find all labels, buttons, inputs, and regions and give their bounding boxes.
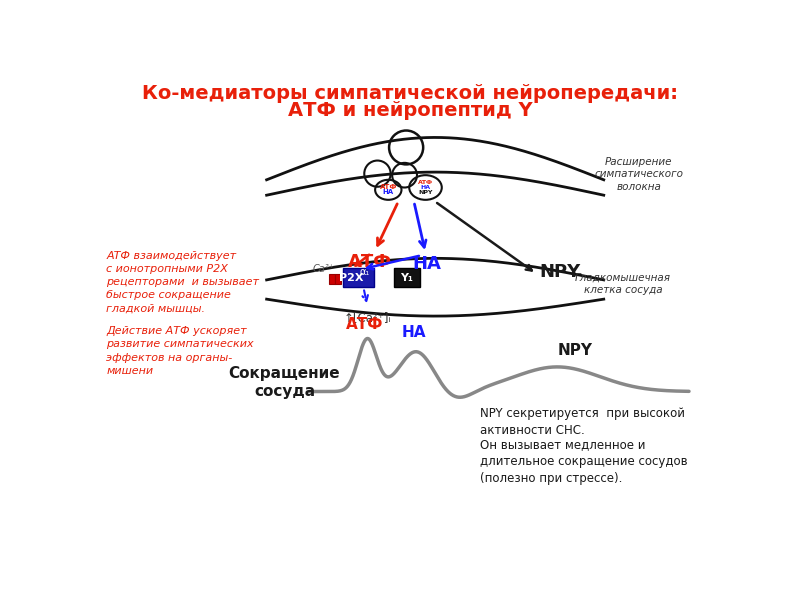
Text: NPY: NPY <box>558 343 592 358</box>
Text: Сокращение
сосуда: Сокращение сосуда <box>229 366 340 398</box>
Text: Расширение
симпатического
волокна: Расширение симпатического волокна <box>594 157 683 191</box>
Text: NPY секретируется  при высокой
активности СНС.: NPY секретируется при высокой активности… <box>480 407 685 437</box>
Text: НА: НА <box>421 185 430 190</box>
Text: ↑[Ca²⁺]ᵢ: ↑[Ca²⁺]ᵢ <box>343 311 391 323</box>
Text: НА: НА <box>413 255 442 273</box>
Text: α₁: α₁ <box>359 267 370 277</box>
Text: НА: НА <box>382 189 394 195</box>
Text: АТФ и нейропептид Y: АТФ и нейропептид Y <box>288 101 532 120</box>
Text: Гладкомышечная
клетка сосуда: Гладкомышечная клетка сосуда <box>575 272 671 295</box>
Text: Действие АТФ ускоряет
развитие симпатических
эффектов на органы-
мишени: Действие АТФ ускоряет развитие симпатиче… <box>106 326 254 376</box>
FancyBboxPatch shape <box>335 274 342 284</box>
Text: АТФ: АТФ <box>380 184 397 190</box>
Text: NPY: NPY <box>418 190 433 196</box>
FancyBboxPatch shape <box>343 268 374 287</box>
Text: P2X: P2X <box>339 272 363 283</box>
Text: АТФ: АТФ <box>348 253 392 271</box>
Text: АТФ: АТФ <box>346 317 384 332</box>
FancyBboxPatch shape <box>394 268 420 287</box>
Text: Ко-медиаторы симпатической нейропередачи:: Ко-медиаторы симпатической нейропередачи… <box>142 83 678 103</box>
FancyBboxPatch shape <box>329 274 335 284</box>
Text: Он вызывает медленное и
длительное сокращение сосудов
(полезно при стрессе).: Он вызывает медленное и длительное сокра… <box>480 438 687 485</box>
Text: Y₁: Y₁ <box>401 272 414 283</box>
Text: АТФ взаимодействует
с ионотропными P2X
рецепторами  и вызывает
быстрое сокращени: АТФ взаимодействует с ионотропными P2X р… <box>106 251 259 313</box>
Text: NPY: NPY <box>539 263 581 281</box>
Text: Ca²⁺: Ca²⁺ <box>312 264 334 274</box>
Text: НА: НА <box>402 325 426 340</box>
Text: АТФ: АТФ <box>418 179 433 185</box>
